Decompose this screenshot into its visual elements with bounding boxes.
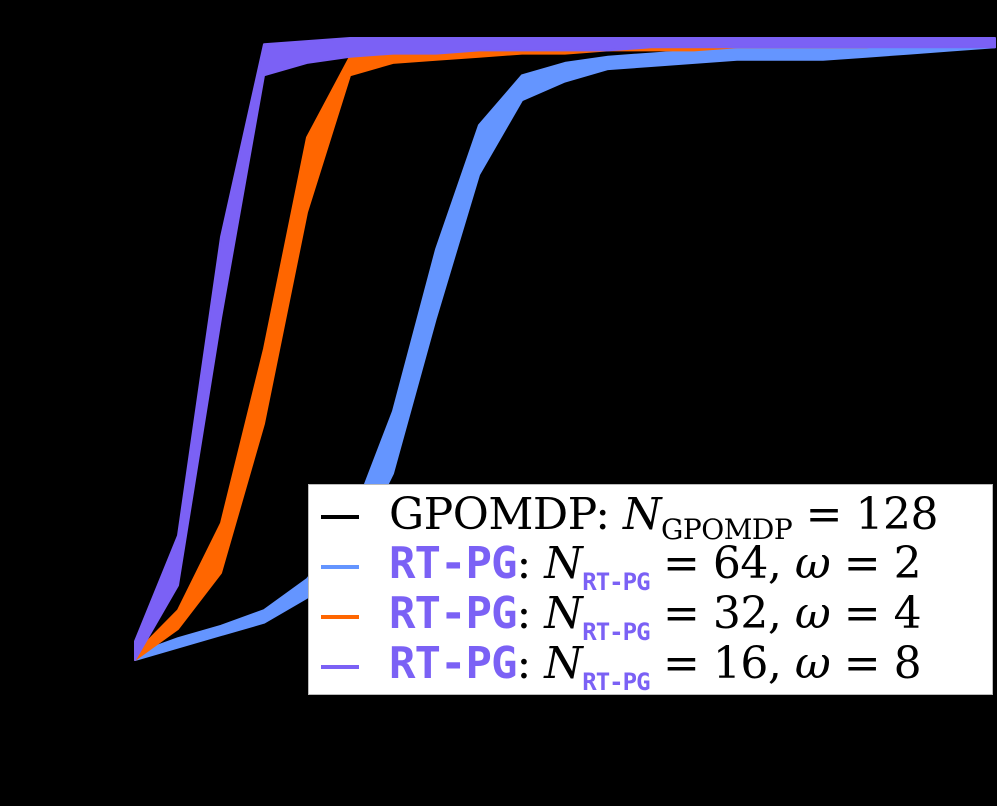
legend-entry-rtpg-32: RT-PG: NRT-PG = 32, ω = 4 xyxy=(309,588,922,646)
series-band-3 xyxy=(134,37,996,661)
legend-entry-gpomdp: GPOMDP: NGPOMDP = 128 xyxy=(309,488,938,546)
legend-swatch-rtpg-64 xyxy=(321,565,359,569)
legend-swatch-rtpg-32 xyxy=(321,615,359,619)
legend-subscript: RT-PG xyxy=(582,618,650,646)
legend-method-label: RT-PG xyxy=(389,588,517,639)
legend-subscript: GPOMDP xyxy=(661,512,793,546)
legend-subscript: RT-PG xyxy=(582,568,650,596)
legend-entry-rtpg-64: RT-PG: NRT-PG = 64, ω = 2 xyxy=(309,538,922,596)
legend-entry-rtpg-16: RT-PG: NRT-PG = 16, ω = 8 xyxy=(309,638,922,696)
series-bands xyxy=(134,37,996,661)
legend-swatch-gpomdp xyxy=(321,515,359,519)
legend-method-label: RT-PG xyxy=(389,638,517,689)
legend-method-label: GPOMDP xyxy=(389,488,596,540)
legend-swatch-rtpg-16 xyxy=(321,665,359,669)
legend: GPOMDP: NGPOMDP = 128 RT-PG: NRT-PG = 64… xyxy=(308,484,993,696)
legend-method-label: RT-PG xyxy=(389,538,517,589)
legend-subscript: RT-PG xyxy=(582,668,650,696)
